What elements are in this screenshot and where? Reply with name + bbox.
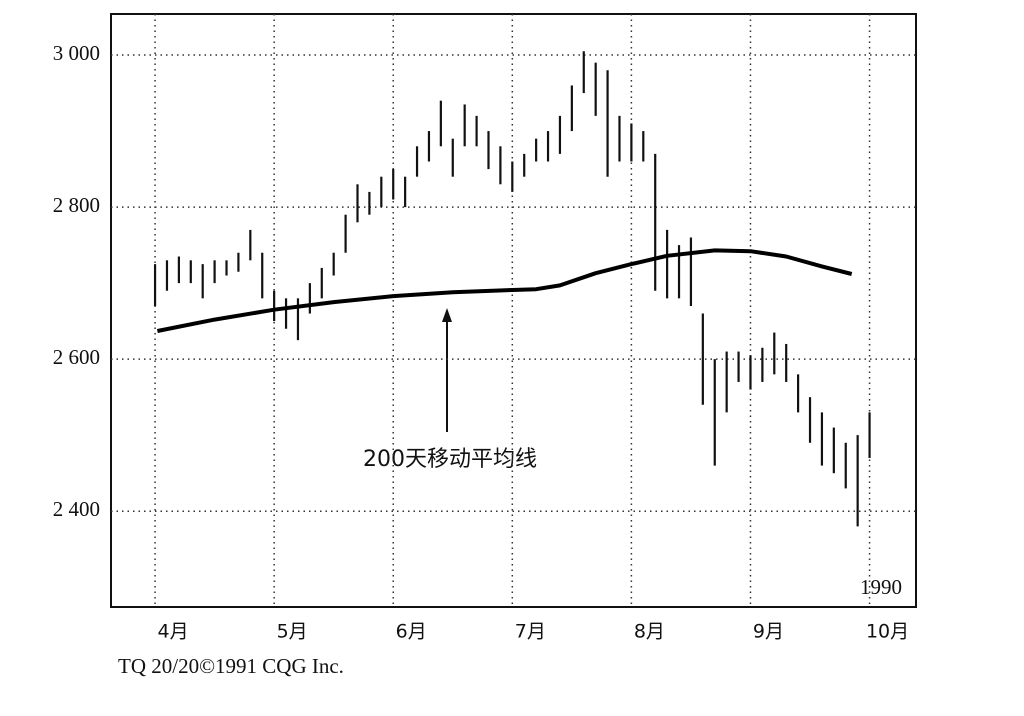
- x-tick-label: 5月: [277, 621, 308, 643]
- x-tick-label: 10月: [866, 621, 909, 643]
- plot-frame: [110, 13, 917, 608]
- x-tick-label: 4月: [158, 621, 189, 643]
- x-tick-label: 9月: [753, 621, 784, 643]
- x-tick-label: 8月: [634, 621, 665, 643]
- y-tick-label: 2 600: [53, 345, 100, 369]
- y-tick-label: 2 400: [53, 497, 100, 521]
- x-tick-label: 7月: [515, 621, 546, 643]
- annotation: 200天移动平均线: [363, 447, 537, 472]
- arrow-head: [442, 308, 452, 322]
- x-tick-label: 6月: [396, 621, 427, 643]
- y-tick-label: 3 000: [53, 41, 100, 65]
- year-label: 1990: [860, 575, 902, 599]
- moving-average-line: [157, 248, 853, 333]
- footer: TQ 20/20©1991 CQG Inc.: [118, 654, 344, 678]
- y-tick-label: 2 800: [53, 193, 100, 217]
